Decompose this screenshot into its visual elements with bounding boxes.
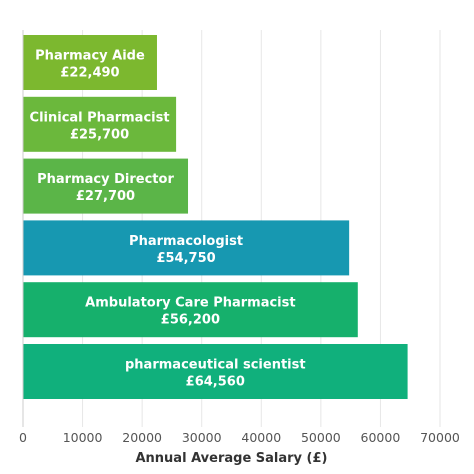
bar — [23, 35, 157, 90]
bar-value-label: £22,490 — [60, 66, 119, 81]
bar-category-label: Pharmacy Aide — [35, 49, 145, 64]
x-tick-label: 40000 — [241, 430, 281, 445]
bar-category-label: Ambulatory Care Pharmacist — [85, 296, 295, 311]
x-axis-title: Annual Average Salary (£) — [135, 451, 327, 466]
bar-value-label: £56,200 — [161, 313, 220, 328]
bar-category-label: Pharmacy Director — [37, 172, 174, 187]
x-tick-label: 20000 — [122, 430, 162, 445]
bar — [23, 158, 189, 214]
x-tick-label: 50000 — [301, 430, 341, 445]
bar — [23, 220, 350, 276]
x-tick-label: 70000 — [420, 430, 460, 445]
bars-group — [23, 35, 408, 399]
bar — [23, 282, 358, 338]
bar-labels-group: Pharmacy Aide £22,490 Clinical Pharmacist £… — [30, 49, 306, 390]
bar-value-label: £27,700 — [76, 189, 135, 204]
bar-value-label: £54,750 — [156, 251, 215, 266]
x-tick-label: 60000 — [361, 430, 401, 445]
bar-category-label: pharmaceutical scientist — [125, 358, 306, 373]
x-axis-ticks: 0 10000 20000 30000 40000 50000 60000 70000 — [19, 430, 460, 445]
x-tick-label: 10000 — [63, 430, 103, 445]
x-tick-label: 30000 — [182, 430, 222, 445]
bar-value-label: £25,700 — [70, 127, 129, 142]
bar-category-label: Clinical Pharmacist — [30, 110, 170, 125]
bar — [23, 96, 177, 152]
bar-value-label: £64,560 — [186, 375, 245, 390]
bar-category-label: Pharmacologist — [129, 234, 243, 249]
x-tick-label: 0 — [19, 430, 27, 445]
bar — [23, 344, 408, 399]
